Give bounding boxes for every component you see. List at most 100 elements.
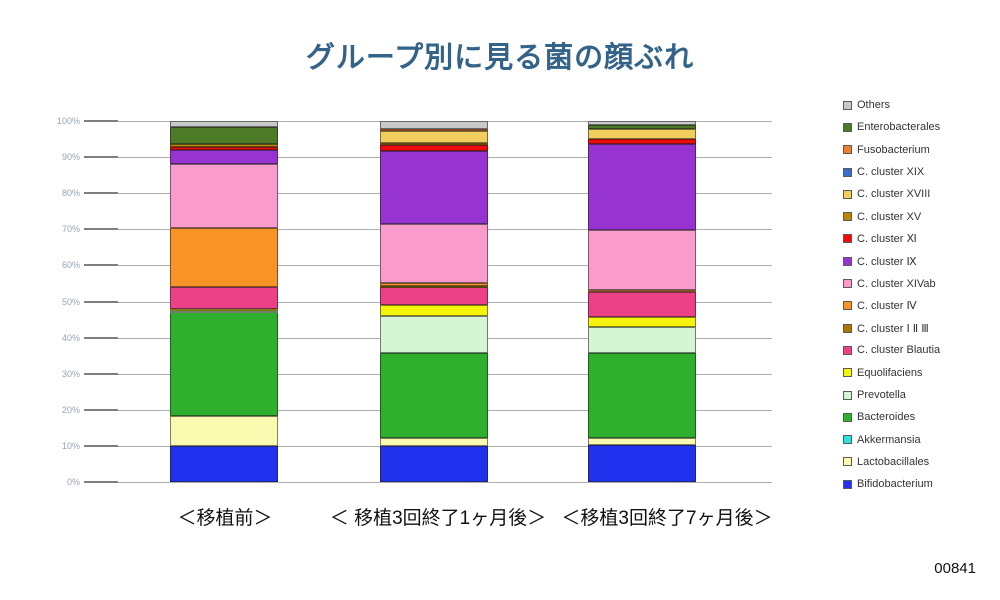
bar-segment — [588, 144, 696, 230]
legend-label: Equolifaciens — [857, 366, 923, 379]
bar-segment — [380, 353, 488, 438]
bar-segment — [170, 149, 278, 165]
bar-segment — [380, 131, 488, 143]
page-number: 00841 — [934, 560, 976, 577]
y-axis-tick-mark — [84, 300, 118, 303]
chart-legend: Others Enterobacterales Fusobacterium C. cl… — [843, 94, 940, 495]
legend-color-swatch — [843, 412, 852, 422]
bar-segment — [588, 121, 696, 125]
legend-item: Akkermansia — [843, 428, 940, 450]
bar-segment — [380, 223, 488, 283]
y-axis-tick-mark — [84, 264, 118, 267]
bar-segment — [380, 121, 488, 130]
bar-segment — [170, 312, 278, 416]
bar-segment — [380, 445, 488, 482]
legend-item: Others — [843, 94, 940, 116]
legend-color-swatch — [843, 390, 852, 400]
legend-label: Bifidobacterium — [857, 478, 933, 491]
legend-item: Lactobacillales — [843, 451, 940, 473]
y-axis-tick-label: 30% — [61, 368, 80, 379]
bar-segment — [588, 139, 696, 145]
legend-label: C. cluster Blautia — [857, 344, 941, 357]
legend-color-swatch — [843, 189, 852, 199]
y-axis-tick-label: 20% — [61, 404, 80, 415]
y-axis-tick-mark — [84, 481, 118, 483]
legend-label: Others — [857, 99, 891, 112]
legend-color-swatch — [843, 145, 852, 155]
legend-item: C. cluster XIX — [843, 161, 940, 183]
y-axis-tick-mark — [84, 156, 118, 159]
legend-label: Enterobacterales — [857, 121, 941, 134]
bar-segment — [170, 287, 278, 309]
y-axis-tick-label: 0% — [66, 477, 80, 487]
bar-segment — [380, 129, 488, 132]
legend-color-swatch — [843, 100, 852, 110]
bar-segment — [380, 437, 488, 446]
x-axis-category-label: ＜移植前＞ — [177, 508, 273, 529]
bar-segment — [588, 445, 696, 482]
legend-item: C. cluster Ⅳ — [843, 295, 940, 317]
bar-segment — [380, 305, 488, 316]
legend-item: C. cluster Ⅺ — [843, 228, 940, 250]
legend-color-swatch — [843, 279, 852, 289]
legend-color-swatch — [843, 345, 852, 355]
bar-segment — [170, 308, 278, 311]
legend-item: Enterobacterales — [843, 116, 940, 138]
x-axis-category-label: ＜ 移植3回終了1ヶ月後＞ — [329, 508, 547, 529]
legend-label: Bacteroides — [857, 411, 916, 424]
legend-color-swatch — [843, 457, 852, 467]
legend-label: C. cluster XV — [857, 210, 922, 223]
bar-segment — [380, 145, 488, 151]
y-axis-tick-label: 60% — [61, 260, 80, 271]
bar-segment — [170, 445, 278, 482]
y-axis-tick-mark — [84, 408, 118, 411]
y-axis-tick-label: 90% — [61, 152, 80, 163]
bar-segment — [380, 150, 488, 224]
bar-segment — [380, 315, 488, 354]
legend-color-swatch — [843, 122, 852, 132]
bar-segment — [380, 142, 488, 146]
y-axis-tick-label: 100% — [56, 116, 80, 126]
legend-label: C. cluster Ⅰ Ⅱ Ⅲ — [857, 322, 929, 335]
legend-item: C. cluster XVIII — [843, 183, 940, 205]
legend-label: Fusobacterium — [857, 143, 930, 156]
x-axis-category-label: ＜移植3回終了7ヶ月後＞ — [561, 508, 773, 529]
legend-item: C. cluster XIVab — [843, 272, 940, 294]
y-axis-tick-mark — [84, 228, 118, 231]
bar-segment — [588, 326, 696, 353]
bar-segment — [170, 310, 278, 313]
bar-segment — [588, 230, 696, 290]
bar-segment — [380, 282, 488, 286]
legend-label: C. cluster XVIII — [857, 188, 931, 201]
legend-item: Bifidobacterium — [843, 473, 940, 495]
legend-item: Fusobacterium — [843, 139, 940, 161]
legend-item: Equolifaciens — [843, 362, 940, 384]
bar-segment — [588, 316, 696, 327]
y-axis-tick-mark — [84, 120, 118, 122]
legend-color-swatch — [843, 167, 852, 177]
legend-color-swatch — [843, 301, 852, 311]
bar-segment — [588, 291, 696, 317]
y-axis-tick-label: 50% — [61, 296, 80, 307]
bar-segment — [588, 289, 696, 292]
legend-label: C. cluster Ⅺ — [857, 233, 917, 246]
y-axis-tick-mark — [84, 336, 118, 339]
bar-segment — [170, 127, 278, 144]
bar-segment — [588, 352, 696, 439]
bar-segment — [588, 124, 696, 129]
legend-item: C. cluster XV — [843, 205, 940, 227]
bar-segment — [170, 227, 278, 288]
legend-color-swatch — [843, 234, 852, 244]
legend-color-swatch — [843, 479, 852, 489]
bar-segment — [588, 128, 696, 140]
bar-segment — [170, 121, 278, 128]
legend-color-swatch — [843, 212, 852, 222]
bar-segment — [170, 143, 278, 147]
bar-segment — [170, 164, 278, 228]
page-title: グループ別に見る菌の顔ぶれ — [305, 42, 695, 74]
bar-segment — [380, 286, 488, 306]
legend-label: C. cluster XIVab — [857, 277, 936, 290]
legend-item: Bacteroides — [843, 406, 940, 428]
legend-label: Akkermansia — [857, 433, 921, 446]
